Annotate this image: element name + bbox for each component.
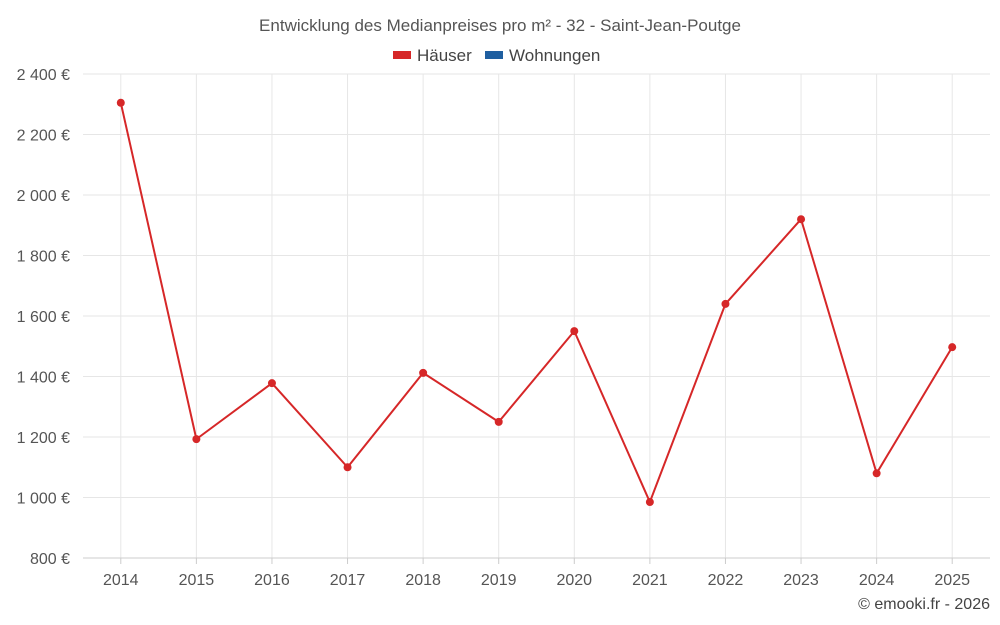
grid	[83, 73, 990, 558]
data-point[interactable]	[570, 327, 579, 336]
x-tick-label: 2016	[254, 572, 290, 589]
x-tick-label: 2022	[708, 572, 744, 589]
y-tick-label: 1 600 €	[17, 309, 70, 326]
legend-label-wohnungen: Wohnungen	[509, 46, 600, 65]
chart-title: Entwicklung des Medianpreises pro m² - 3…	[259, 16, 741, 35]
y-tick-label: 1 800 €	[17, 249, 70, 266]
x-tick-label: 2019	[481, 572, 517, 589]
x-tick-label: 2024	[859, 572, 895, 589]
data-point[interactable]	[797, 215, 806, 224]
data-point[interactable]	[645, 498, 654, 507]
data-point[interactable]	[419, 368, 428, 377]
y-tick-label: 2 400 €	[17, 67, 70, 84]
axes: 800 € 1 000 € 1 200 € 1 400 € 1 600 € 1 800 €…	[17, 67, 990, 589]
y-tick-label: 1 200 €	[17, 430, 70, 447]
data-point[interactable]	[116, 98, 125, 107]
x-tick-label: 2014	[103, 572, 139, 589]
y-tick-label: 1 400 €	[17, 370, 70, 387]
y-tick-label: 2 000 €	[17, 188, 70, 205]
data-point[interactable]	[948, 343, 957, 352]
copyright-text: © emooki.fr - 2026	[858, 596, 990, 613]
x-tick-label: 2015	[179, 572, 215, 589]
legend-swatch-wohnungen	[485, 51, 503, 59]
y-tick-label: 2 200 €	[17, 128, 70, 145]
data-point[interactable]	[343, 463, 352, 472]
legend-item-haeuser[interactable]: Häuser	[393, 46, 472, 65]
data-point[interactable]	[192, 435, 201, 444]
x-tick-label: 2018	[405, 572, 441, 589]
data-point[interactable]	[494, 417, 503, 426]
x-tick-label: 2021	[632, 572, 668, 589]
x-tick-label: 2023	[783, 572, 819, 589]
legend-swatch-haeuser	[393, 51, 411, 59]
legend-label-haeuser: Häuser	[417, 46, 472, 65]
legend-item-wohnungen[interactable]: Wohnungen	[485, 46, 600, 65]
data-point[interactable]	[267, 379, 276, 388]
x-tick-label: 2025	[934, 572, 970, 589]
y-tick-label: 1 000 €	[17, 491, 70, 508]
x-tick-label: 2020	[556, 572, 592, 589]
data-point[interactable]	[721, 299, 730, 308]
data-point[interactable]	[872, 469, 881, 478]
x-tick-label: 2017	[330, 572, 366, 589]
legend: Häuser Wohnungen	[393, 46, 600, 65]
series-layer	[116, 98, 957, 507]
series-line-0	[119, 102, 954, 504]
y-tick-label: 800 €	[30, 551, 70, 568]
